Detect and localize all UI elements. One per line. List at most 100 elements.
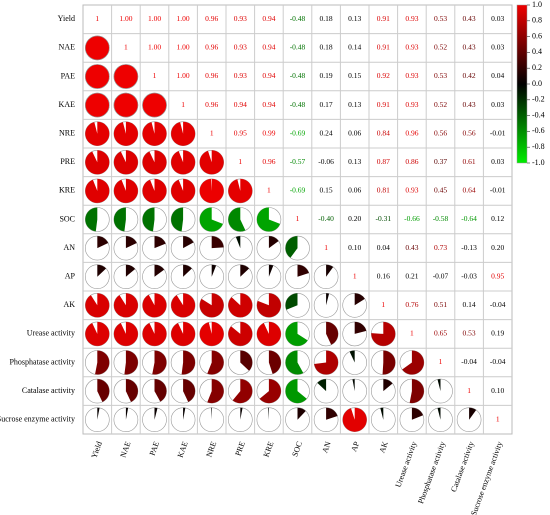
pie-outline	[113, 407, 139, 433]
correlation-label: 0.43	[463, 100, 476, 109]
correlation-label: 0.94	[262, 71, 275, 80]
pie	[240, 407, 243, 420]
correlation-label: 0.99	[262, 128, 275, 137]
pie	[85, 178, 110, 203]
correlation-label: -0.01	[490, 186, 506, 195]
pie	[199, 178, 224, 203]
pie	[199, 150, 224, 175]
colorbar-tick-label: 0.4	[532, 47, 542, 56]
correlation-label: 0.14	[463, 300, 476, 309]
correlation-label: 1	[296, 214, 300, 223]
pie	[268, 407, 269, 420]
correlation-label: 0.93	[405, 186, 418, 195]
correlation-label: -0.48	[290, 71, 306, 80]
correlation-label: 0.20	[348, 214, 361, 223]
correlation-label: 0.43	[463, 43, 476, 52]
correlation-label: -0.48	[290, 43, 306, 52]
correlation-label: 0.13	[348, 157, 361, 166]
correlation-label: 0.15	[320, 186, 333, 195]
pie	[228, 321, 253, 346]
correlation-label: 0.76	[405, 300, 418, 309]
correlation-label: 0.52	[434, 100, 447, 109]
column-label: AN	[320, 440, 333, 454]
pie	[256, 207, 281, 232]
colorbar-tick-label: -0.4	[532, 110, 545, 119]
pie	[113, 178, 138, 203]
pie	[85, 35, 110, 61]
correlation-label: 0.96	[262, 157, 275, 166]
correlation-label: 0.17	[320, 100, 333, 109]
colorbar-tick-label: 0.2	[532, 63, 542, 72]
correlation-label: -0.40	[318, 214, 334, 223]
correlation-label: 0.15	[348, 71, 361, 80]
column-label: KAE	[176, 440, 190, 459]
colorbar-tick-label: 0.6	[532, 31, 542, 40]
correlation-label: 0.12	[491, 214, 504, 223]
pie	[211, 236, 224, 249]
pie	[154, 407, 158, 420]
pie	[171, 293, 196, 318]
row-label: Catalase activity	[22, 386, 75, 395]
correlation-label: -0.58	[433, 214, 449, 223]
pie	[354, 321, 367, 334]
pie	[183, 379, 196, 402]
pie	[382, 350, 396, 375]
correlation-label: 0.91	[377, 43, 390, 52]
colorbar	[516, 4, 528, 164]
correlation-label: -0.04	[461, 357, 477, 366]
correlation-label: -0.13	[461, 243, 477, 252]
pie	[285, 236, 298, 258]
correlation-label: 0.04	[491, 71, 504, 80]
pie	[125, 407, 129, 420]
pie	[97, 379, 110, 402]
correlation-label: -0.31	[375, 214, 391, 223]
pie	[380, 407, 384, 420]
pie	[297, 407, 306, 420]
column-label: Phosphatase activity	[416, 440, 447, 505]
column-label: AK	[377, 440, 390, 454]
pie	[154, 379, 167, 402]
correlation-label: 0.61	[463, 157, 476, 166]
correlation-label: -0.48	[290, 14, 306, 23]
correlation-label: -0.64	[461, 214, 477, 223]
correlation-label: 0.94	[262, 14, 275, 23]
correlation-label: -0.06	[318, 157, 334, 166]
correlation-label: 0.18	[320, 43, 333, 52]
correlation-label: 0.94	[234, 100, 247, 109]
correlation-label: 1	[238, 157, 242, 166]
correlation-label: 1	[181, 100, 185, 109]
pie	[342, 407, 367, 432]
correlation-label: 0.06	[348, 186, 361, 195]
colorbar-tick-label: 0.0	[532, 79, 542, 88]
correlation-label: -0.66	[404, 214, 420, 223]
pie	[124, 350, 138, 375]
pie	[349, 350, 355, 363]
pie	[95, 350, 110, 375]
correlation-label: 0.24	[320, 128, 333, 137]
correlation-label: 1.00	[148, 14, 161, 23]
correlation-label: 0.45	[434, 186, 447, 195]
row-label: PAE	[61, 71, 75, 80]
correlation-label: 1	[124, 43, 128, 52]
column-label: PRE	[233, 440, 247, 457]
correlation-label: 0.93	[405, 100, 418, 109]
correlation-label: 1.00	[177, 43, 190, 52]
pie	[97, 407, 100, 420]
correlation-label: 0.16	[377, 271, 390, 280]
correlation-label: 0.06	[348, 128, 361, 137]
pie	[285, 350, 304, 375]
pie	[113, 92, 139, 118]
correlation-label: 0.56	[463, 128, 476, 137]
correlation-label: 1	[496, 414, 500, 423]
pie	[411, 407, 424, 420]
pie	[352, 379, 355, 392]
column-label: SOC	[290, 440, 304, 458]
pie	[285, 293, 298, 310]
pie	[154, 264, 165, 277]
correlation-label: 0.94	[262, 43, 275, 52]
pie	[268, 236, 279, 249]
correlation-label: 0.91	[377, 14, 390, 23]
correlation-label: 0.93	[234, 14, 247, 23]
correlation-label: 0.53	[434, 71, 447, 80]
correlation-label: 0.93	[405, 71, 418, 80]
